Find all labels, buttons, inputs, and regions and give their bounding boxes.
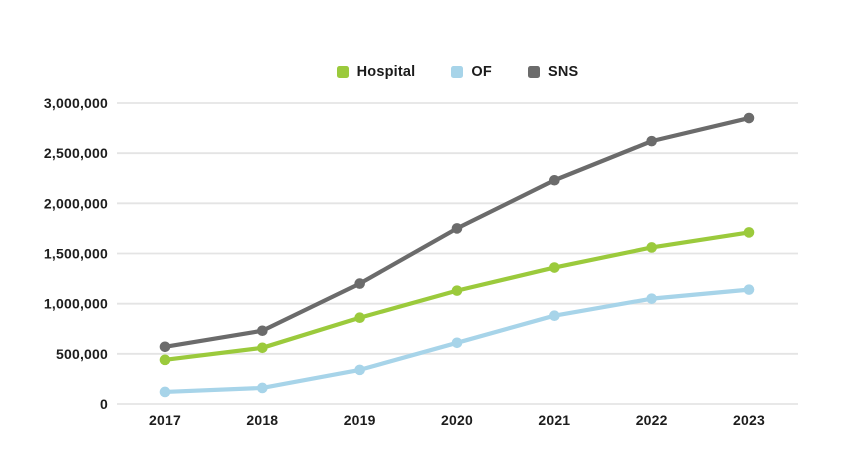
data-point-sns	[646, 135, 657, 147]
data-point-hospital	[159, 354, 171, 366]
legend-swatch-hospital	[336, 66, 349, 78]
data-point-hospital	[549, 262, 560, 273]
y-tick-label: 0	[100, 396, 108, 412]
x-tick-label: 2022	[636, 412, 668, 428]
data-point-of	[646, 293, 657, 304]
data-point-hospital	[646, 242, 657, 253]
legend-swatch-sns	[527, 66, 540, 78]
y-tick-label: 1,500,000	[44, 246, 108, 262]
x-tick-label: 2021	[538, 412, 570, 428]
y-tick-label: 2,000,000	[44, 195, 108, 211]
legend-item-sns[interactable]: SNS	[527, 64, 579, 80]
y-tick-label: 2,500,000	[44, 145, 108, 161]
x-tick-label: 2020	[441, 412, 473, 428]
data-point-of	[354, 364, 365, 376]
y-tick-label: 500,000	[56, 346, 108, 362]
x-tick-label: 2018	[246, 412, 278, 428]
data-point-hospital	[743, 227, 755, 238]
y-tick-label: 1,000,000	[44, 296, 108, 312]
data-point-sns	[257, 325, 268, 337]
x-tick-label: 2019	[344, 412, 376, 428]
y-tick-label: 3,000,000	[44, 95, 108, 111]
data-point-of	[549, 310, 560, 322]
data-point-sns	[549, 174, 560, 186]
data-point-of	[159, 386, 171, 398]
data-point-sns	[354, 278, 365, 289]
legend-label-of: OF	[471, 64, 492, 80]
legend-swatch-of	[451, 66, 464, 78]
data-point-hospital	[354, 312, 365, 324]
x-tick-label: 2023	[733, 412, 765, 428]
legend-label-sns: SNS	[547, 64, 579, 80]
data-point-of	[743, 284, 755, 295]
data-point-of	[257, 382, 268, 394]
data-point-hospital	[451, 285, 463, 296]
data-point-sns	[743, 112, 755, 124]
data-point-hospital	[257, 342, 268, 354]
data-point-sns	[159, 341, 171, 353]
data-point-sns	[451, 223, 463, 234]
x-tick-label: 2017	[149, 412, 181, 428]
legend-label-hospital: Hospital	[356, 64, 416, 80]
legend-item-of[interactable]: OF	[451, 64, 492, 80]
chart-legend: Hospital OF SNS	[117, 64, 798, 80]
data-point-of	[451, 337, 463, 349]
legend-item-hospital[interactable]: Hospital	[336, 64, 416, 80]
